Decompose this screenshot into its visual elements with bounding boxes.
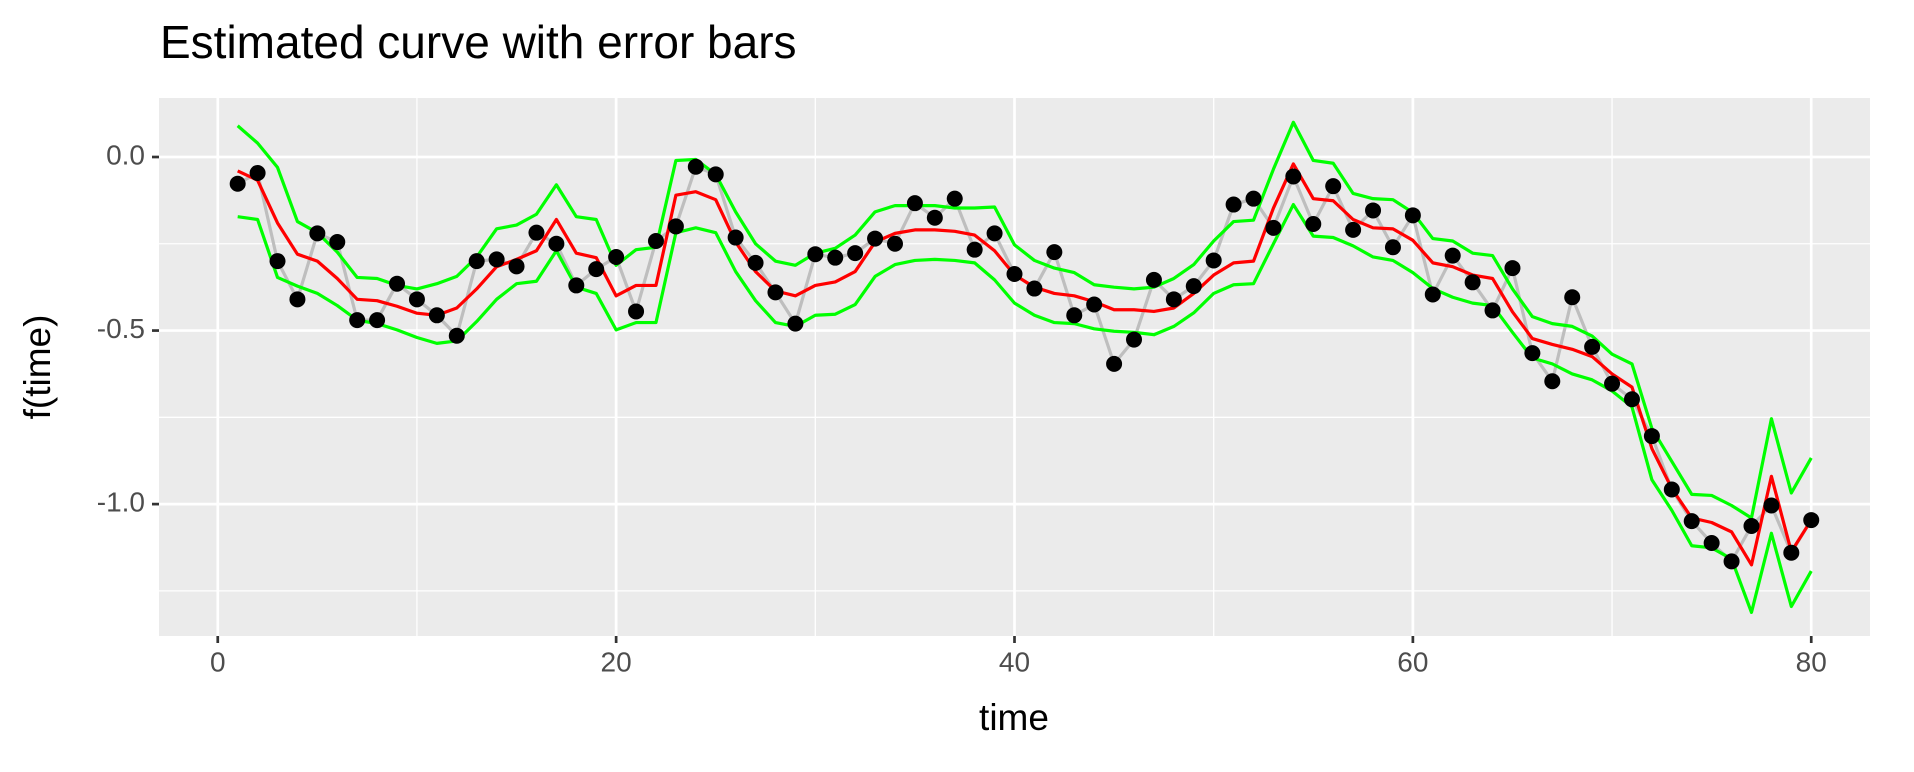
observed-point (1544, 373, 1561, 390)
observed-point (1723, 553, 1740, 570)
observed-point (588, 261, 605, 278)
observed-point (1504, 260, 1521, 277)
observed-point (827, 249, 844, 266)
observed-point (1165, 291, 1182, 308)
observed-point (1265, 219, 1282, 236)
lower-bound-line (237, 202, 1813, 614)
observed-point (229, 175, 246, 192)
observed-point (1783, 544, 1800, 561)
observed-point (1683, 513, 1700, 530)
observed-point (349, 312, 366, 329)
observed-point (1703, 534, 1720, 551)
observed-point (767, 284, 784, 301)
observed-point (1643, 428, 1660, 445)
observed-point (1106, 355, 1123, 372)
x-tick-label: 20 (601, 646, 632, 677)
x-tick-label: 60 (1397, 646, 1428, 677)
observed-point (1604, 375, 1621, 392)
observed-point (1743, 517, 1760, 534)
observed-point (1245, 190, 1262, 207)
observed-point (568, 277, 585, 294)
observed-point (1305, 215, 1322, 232)
observed-point (787, 315, 804, 332)
y-tick-label: -0.5 (97, 313, 145, 344)
observed-point (747, 254, 764, 271)
observed-point (289, 291, 306, 308)
observed-point (528, 224, 545, 241)
observed-point (1464, 274, 1481, 291)
observed-point (1285, 168, 1302, 185)
observed-point (1225, 196, 1242, 213)
observed-point (1006, 265, 1023, 282)
observed-point (946, 190, 963, 207)
y-tick-label: 0.0 (106, 139, 145, 170)
observed-point (727, 229, 744, 246)
observed-point (1623, 391, 1640, 408)
observed-point (508, 258, 525, 275)
upper-bound-line (236, 120, 1813, 520)
observed-point (1365, 202, 1382, 219)
observed-point (1444, 247, 1461, 264)
observed-point (468, 253, 485, 270)
observed-point (1185, 278, 1202, 295)
observed-point (1325, 178, 1342, 195)
observed-point (1564, 289, 1581, 306)
observed-point (1484, 302, 1501, 319)
observed-point (966, 241, 983, 258)
observed-point (867, 230, 884, 247)
observed-point (408, 291, 425, 308)
x-tick-label: 80 (1796, 646, 1827, 677)
observed-point (488, 251, 505, 268)
observed-point (1663, 481, 1680, 498)
observed-point (1803, 512, 1820, 529)
observed-point (1524, 345, 1541, 362)
observed-point (389, 275, 406, 292)
observed-point (329, 234, 346, 251)
observed-point (1424, 286, 1441, 303)
observed-point (369, 312, 386, 329)
observed-point (687, 158, 704, 175)
observed-point (847, 245, 864, 262)
observed-point (986, 225, 1003, 242)
chart-title: Estimated curve with error bars (160, 16, 797, 68)
observed-point (1345, 221, 1362, 238)
observed-point (1126, 331, 1143, 348)
x-axis-title: time (979, 697, 1049, 738)
observed-point (1145, 271, 1162, 288)
observed-point (448, 327, 465, 344)
y-tick-label: -1.0 (97, 486, 145, 517)
observed-point (647, 233, 664, 250)
observed-point (428, 307, 445, 324)
observed-point (707, 166, 724, 183)
observed-point (1763, 497, 1780, 514)
observed-point (667, 218, 684, 235)
x-tick-label: 40 (999, 646, 1030, 677)
observed-point (1086, 296, 1103, 313)
observed-point (249, 164, 266, 181)
observed-point (1404, 207, 1421, 224)
observed-point (628, 303, 645, 320)
observed-point (886, 235, 903, 252)
observed-point (1584, 338, 1601, 355)
observed-point (608, 248, 625, 265)
observed-point (548, 235, 565, 252)
observed-point (1384, 239, 1401, 256)
y-axis-title: f(time) (17, 315, 58, 420)
x-tick-label: 0 (210, 646, 226, 677)
observed-point (1046, 244, 1063, 261)
observed-point (906, 195, 923, 212)
observed-point (1026, 280, 1043, 297)
observed-point (309, 225, 326, 242)
observed-point (1205, 252, 1222, 269)
observed-point (1066, 307, 1083, 324)
observed-point (807, 246, 824, 263)
observed-point (926, 209, 943, 226)
observed-point (269, 253, 286, 270)
